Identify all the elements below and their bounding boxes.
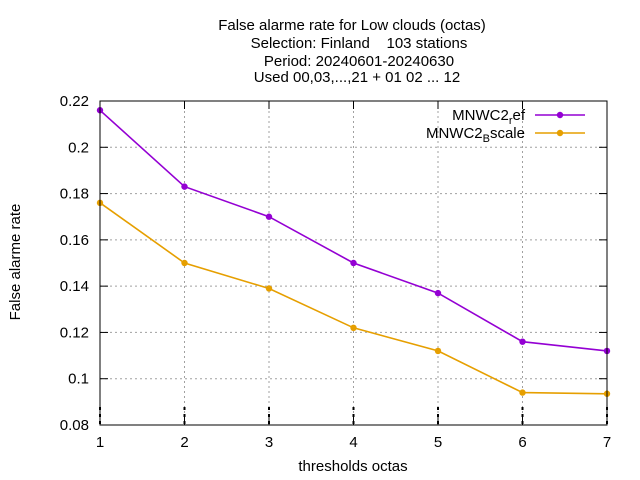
x-tick-label: 7 xyxy=(603,434,611,451)
data-point xyxy=(434,289,442,297)
title-line-1: False alarme rate for Low clouds (octas) xyxy=(218,17,486,34)
y-tick-label: 0.1 xyxy=(68,371,89,388)
data-point xyxy=(350,324,357,331)
legend-entry-1: MNWC2ref xyxy=(452,107,585,127)
y-tick-label: 0.14 xyxy=(60,278,89,295)
series-1 xyxy=(96,107,611,355)
legend-label: MNWC2Bscale xyxy=(426,125,525,145)
legend-marker xyxy=(556,111,564,119)
x-tick-label: 3 xyxy=(265,434,273,451)
x-axis-label: thresholds octas xyxy=(298,458,407,475)
bottom-markers xyxy=(99,407,608,424)
title-line-3: Period: 20240601-20240630 xyxy=(264,53,454,70)
y-tick-label: 0.18 xyxy=(60,186,89,203)
x-tick-labels: 1 2 3 4 5 6 7 xyxy=(96,434,611,451)
y-tick-label: 0.08 xyxy=(60,417,89,434)
data-point xyxy=(181,183,188,190)
data-point xyxy=(265,213,273,220)
y-tick-label: 0.22 xyxy=(60,93,89,110)
series-layer xyxy=(96,107,611,397)
x-tick-label: 2 xyxy=(180,434,188,451)
data-point xyxy=(519,338,526,345)
y-tick-label: 0.2 xyxy=(68,139,89,156)
y-tick-label: 0.12 xyxy=(60,324,89,341)
data-point xyxy=(181,259,188,267)
y-tick-labels: 0.08 0.1 0.12 0.14 0.16 0.18 0.2 0.22 xyxy=(60,93,89,434)
legend-entry-2: MNWC2Bscale xyxy=(426,125,585,145)
chart-title: False alarme rate for Low clouds (octas)… xyxy=(218,17,486,86)
y-tick-label: 0.16 xyxy=(60,232,89,249)
plot-frame xyxy=(99,100,608,426)
title-line-4: Used 00,03,...,21 + 01 02 ... 12 xyxy=(254,69,460,86)
legend-marker xyxy=(556,129,564,137)
data-point xyxy=(434,347,442,355)
data-point xyxy=(350,259,357,267)
x-tick-label: 5 xyxy=(434,434,442,451)
legend-label: MNWC2ref xyxy=(452,107,526,127)
y-axis-label: False alarme rate xyxy=(7,204,24,321)
x-tick-label: 1 xyxy=(96,434,104,451)
title-line-2: Selection: Finland 103 stations xyxy=(251,35,468,52)
x-tick-label: 6 xyxy=(518,434,526,451)
data-point xyxy=(519,389,526,396)
x-tick-label: 4 xyxy=(349,434,357,451)
data-point xyxy=(265,285,273,292)
